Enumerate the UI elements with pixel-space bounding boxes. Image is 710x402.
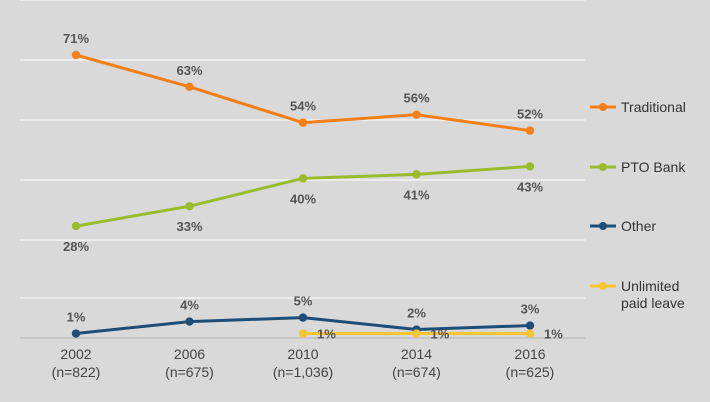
data-label: 1%: [544, 327, 563, 342]
data-point: [298, 174, 308, 183]
data-label: 41%: [403, 187, 429, 202]
legend-swatch-marker: [599, 103, 607, 111]
data-point: [525, 321, 535, 330]
data-point: [412, 329, 421, 338]
x-tick-sublabel: (n=822): [52, 364, 101, 380]
data-label: 54%: [290, 99, 316, 114]
x-axis: 2002 (n=822) 2006 (n=675) 2010 (n=1,036) 2014 (…: [52, 346, 555, 380]
data-label: 28%: [63, 239, 89, 254]
x-tick-label: 2016: [514, 346, 545, 362]
x-tick-sublabel: (n=625): [506, 364, 555, 380]
data-label: 56%: [403, 91, 429, 106]
data-label: 3%: [521, 302, 540, 317]
legend-label: paid leave: [621, 295, 685, 311]
data-label: 33%: [176, 219, 202, 234]
data-point: [298, 313, 308, 322]
data-point: [185, 82, 194, 92]
data-point: [298, 329, 308, 338]
x-tick-label: 2014: [401, 346, 432, 362]
data-point: [525, 126, 535, 135]
series-markers: [71, 50, 535, 338]
x-tick-label: 2010: [287, 346, 318, 362]
data-label: 1%: [431, 327, 450, 342]
legend-label: PTO Bank: [621, 159, 686, 175]
data-label: 52%: [517, 107, 543, 122]
data-label: 4%: [180, 298, 199, 313]
data-point: [298, 118, 308, 127]
x-tick-sublabel: (n=675): [165, 364, 214, 380]
data-point: [71, 50, 81, 60]
data-point: [525, 162, 535, 171]
data-point: [412, 110, 421, 119]
data-label: 63%: [176, 63, 202, 78]
x-tick-sublabel: (n=674): [392, 364, 441, 380]
legend-swatch-marker: [599, 222, 607, 230]
legend-swatch-marker: [599, 163, 607, 171]
data-label: 5%: [294, 294, 313, 309]
x-tick-label: 2006: [174, 346, 205, 362]
data-label: 43%: [517, 179, 543, 194]
data-label: 1%: [67, 310, 86, 325]
legend-label: Unlimited: [621, 278, 679, 294]
data-label: 71%: [63, 31, 89, 46]
data-point: [525, 329, 535, 338]
data-label: 2%: [407, 306, 426, 321]
data-label: 40%: [290, 191, 316, 206]
x-tick-sublabel: (n=1,036): [273, 364, 333, 380]
data-labels: 71% 63% 54% 56% 52% 28% 33% 40% 41% 43% 1% 4% 5% 2% 3%…: [63, 31, 563, 342]
x-tick-label: 2002: [60, 346, 91, 362]
data-point: [412, 170, 421, 179]
legend-label: Other: [621, 218, 656, 234]
legend-swatch-marker: [599, 282, 607, 290]
data-point: [71, 221, 81, 231]
legend-label: Traditional: [621, 99, 686, 115]
data-point: [185, 201, 194, 211]
data-point: [185, 317, 194, 326]
data-point: [71, 329, 81, 338]
data-label: 1%: [317, 327, 336, 342]
